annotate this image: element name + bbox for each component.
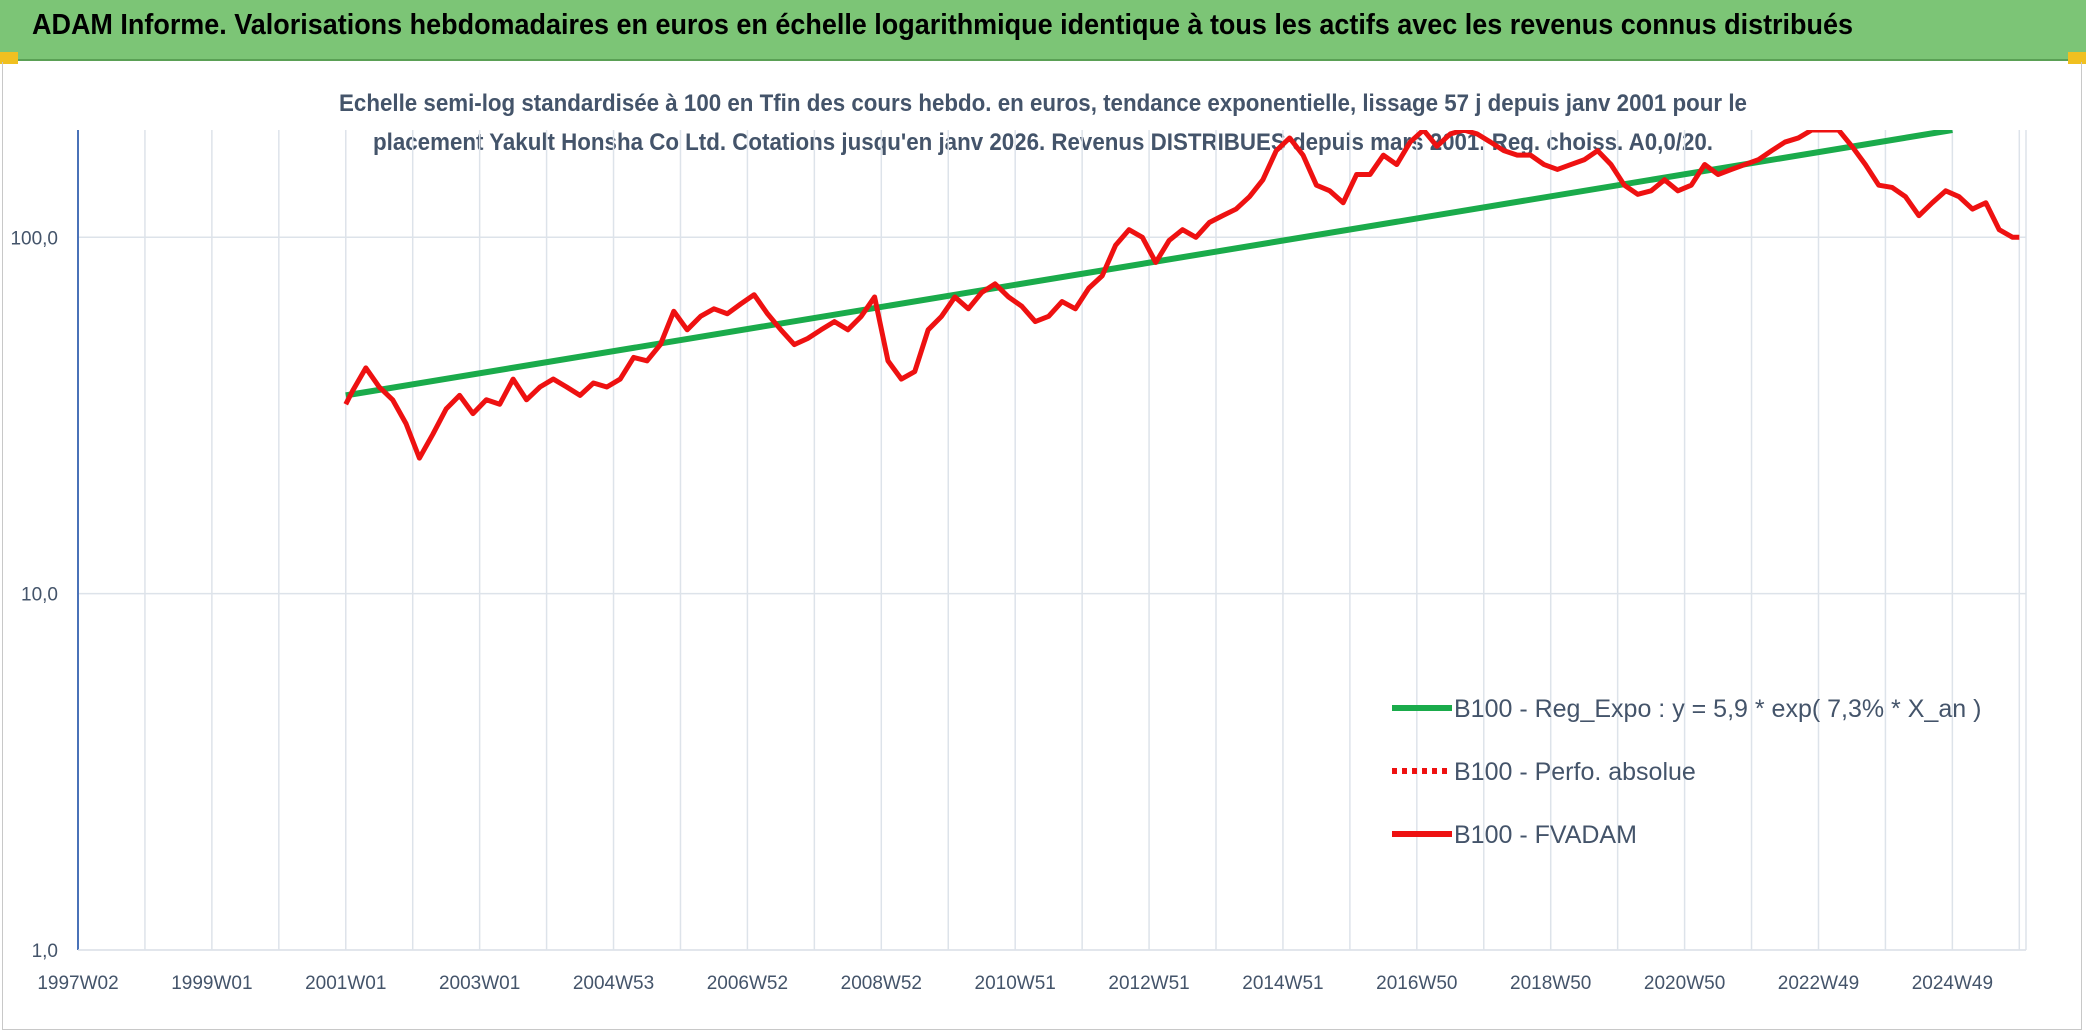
fvadam-line [343, 130, 2020, 461]
y-tick-label: 10,0 [21, 585, 58, 606]
chart-frame [2, 62, 2082, 1030]
regression-line [345, 130, 1953, 399]
x-tick-label: 2016W50 [1376, 973, 1457, 994]
x-tick-label: 2014W51 [1242, 973, 1323, 994]
page-title: ADAM Informe. Valorisations hebdomadaire… [32, 9, 1853, 41]
legend-label: B100 - FVADAM [1454, 821, 1637, 849]
x-tick-label: 2003W01 [439, 973, 520, 994]
corner-marker-top-right [2068, 52, 2086, 64]
legend-label: B100 - Perfo. absolue [1454, 758, 1696, 786]
x-tick-label: 2012W51 [1108, 973, 1189, 994]
corner-marker-top-left [0, 52, 18, 64]
x-tick-label: 2022W49 [1778, 973, 1859, 994]
title-banner: ADAM Informe. Valorisations hebdomadaire… [0, 0, 2086, 61]
x-tick-label: 1997W02 [37, 973, 118, 994]
x-tick-label: 2004W53 [573, 973, 654, 994]
x-tick-label: 2001W01 [305, 973, 386, 994]
x-tick-label: 2010W51 [975, 973, 1056, 994]
y-tick-label: 100,0 [10, 228, 58, 249]
x-tick-label: 2008W52 [841, 973, 922, 994]
x-tick-label: 2006W52 [707, 973, 788, 994]
x-tick-label: 2018W50 [1510, 973, 1591, 994]
x-tick-label: 2020W50 [1644, 973, 1725, 994]
y-tick-label: 1,0 [32, 941, 58, 962]
x-tick-label: 1999W01 [171, 973, 252, 994]
x-tick-label: 2024W49 [1912, 973, 1993, 994]
chart-title-line-1: Echelle semi-log standardisée à 100 en T… [339, 90, 1747, 117]
legend-label: B100 - Reg_Expo : y = 5,9 * exp( 7,3% * … [1454, 695, 1981, 723]
